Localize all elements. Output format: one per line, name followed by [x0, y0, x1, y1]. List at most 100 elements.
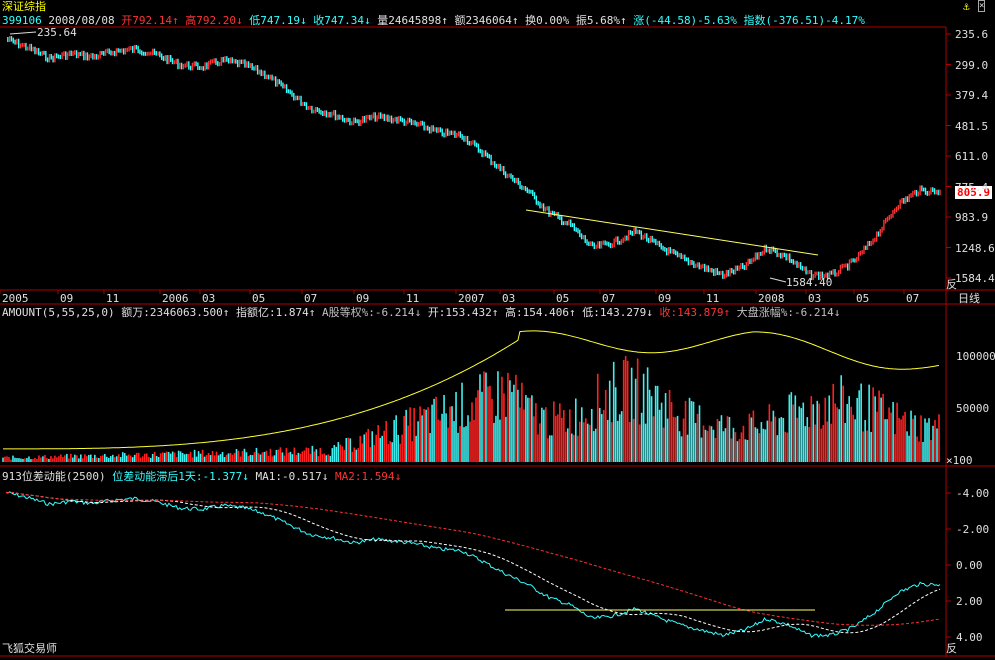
amount-index: 指额亿:1.874	[235, 306, 309, 319]
arrow-up-icon: ↑	[308, 306, 316, 319]
close-icon[interactable]: ×	[978, 0, 986, 12]
amount-close: 收:143.879	[659, 306, 724, 319]
amount-market: 大盘涨幅%:-6.214	[736, 306, 834, 319]
trend-line	[525, 209, 819, 256]
price-ytick-label: 1248.6	[955, 241, 995, 255]
arrow-down-icon: ↓	[414, 306, 422, 319]
amount-ytick-0: 100000	[956, 350, 995, 363]
x-tick-label: 03	[202, 292, 216, 305]
arrow-up-icon: ↑	[441, 14, 448, 27]
quote-volume: 量24645898	[377, 14, 442, 27]
osc-ytick-label: -4.00	[956, 487, 990, 500]
quote-high: 高792.20	[185, 14, 236, 27]
price-ytick-label: 1584.4	[955, 272, 995, 285]
amount-title: AMOUNT(5,55,25,0)	[2, 306, 115, 319]
arrow-down-icon: ↓	[833, 306, 841, 319]
x-tick-label: 05	[556, 292, 570, 305]
arrow-up-icon: ↑	[511, 14, 519, 27]
arrow-up-icon: ↑	[569, 306, 576, 319]
high-marker-line	[9, 31, 37, 35]
price-ytick-label: 299.0	[955, 58, 989, 72]
amount-high: 高:154.406	[505, 306, 570, 319]
arrow-up-icon: ↑	[222, 306, 230, 319]
price-ytick-label: 775.4	[955, 180, 989, 194]
x-tick-label: 09	[60, 292, 74, 305]
price-ytick-label: 611.0	[955, 150, 989, 163]
arrow-down-icon: ↓	[394, 470, 402, 483]
quote-turnover: 换0.00%	[525, 14, 570, 27]
x-tick-label: 11	[406, 292, 420, 305]
osc-ma2: MA2:1.594	[334, 470, 395, 483]
arrow-down-icon: ↓	[646, 306, 653, 319]
osc-ytick-label: 2.00	[956, 595, 983, 608]
brand-label: 飞狐交易师	[2, 642, 57, 655]
quote-amplitude: 振5.68%	[575, 14, 620, 27]
amount-ytick-1: 50000	[956, 402, 990, 415]
x-tick-label: 03	[808, 292, 822, 305]
high-price-label: 235.64	[37, 26, 77, 39]
amount-open: 开:153.432	[427, 306, 492, 319]
low-price-label: 1584.40	[786, 276, 833, 289]
x-tick-label: 03	[502, 292, 516, 305]
osc-corner-label: 反	[946, 642, 957, 655]
x-tick-label: 2007	[458, 292, 485, 305]
osc-ma1-line	[5, 491, 941, 634]
quote-bar: 399106 2008/08/08 开792.14↑ 高792.20↓ 低747…	[2, 14, 865, 27]
quote-amount: 额2346064	[454, 14, 512, 27]
x-tick-label: 05	[856, 292, 870, 305]
x-tick-label: 2008	[758, 292, 785, 305]
arrow-down-icon: ↓	[299, 14, 307, 27]
quote-date: 2008/08/08	[48, 14, 115, 27]
price-ytick-label: 983.9	[955, 211, 989, 224]
arrow-up-icon: ↑	[619, 14, 627, 27]
anchor-icon[interactable]: ⚓	[963, 0, 970, 13]
osc-main-line	[5, 491, 941, 638]
low-marker-line	[769, 277, 787, 283]
osc-title: 913位差动能(2500)	[2, 470, 106, 483]
quote-index-change: 指数(-376.51)-4.17%	[743, 14, 865, 27]
x-tick-label: 05	[252, 292, 266, 305]
x-tick-label: 07	[906, 292, 920, 305]
osc-ma2-line	[5, 491, 941, 626]
arrow-up-icon: ↑	[723, 306, 731, 319]
current-price-badge: 805.9	[955, 186, 993, 199]
arrow-up-icon: ↑	[491, 306, 499, 319]
quote-code: 399106	[2, 14, 42, 27]
period-label[interactable]: 日线	[958, 292, 980, 305]
amount-unit: ×100	[946, 454, 973, 467]
arrow-down-icon: ↓	[363, 14, 371, 27]
x-tick-label: 09	[658, 292, 672, 305]
arrow-down-icon: ↓	[321, 470, 329, 483]
osc-ytick-label: -2.00	[956, 523, 990, 536]
x-tick-label: 07	[304, 292, 318, 305]
index-title: 深证综指	[2, 0, 46, 13]
arrow-up-icon: ↑	[171, 14, 179, 27]
price-ytick-label: 481.5	[955, 119, 989, 133]
amount-ma-line	[3, 330, 940, 450]
price-ytick-label: 379.4	[955, 88, 989, 102]
osc-header: 913位差动能(2500) 位差动能滞后1天:-1.377↓ MA1:-0.51…	[2, 470, 401, 483]
amount-ashare: A股等权%:-6.214	[321, 306, 415, 319]
osc-lag: 位差动能滞后1天:-1.377	[112, 470, 243, 483]
quote-close: 收747.34	[313, 14, 364, 27]
quote-low: 低747.19	[249, 14, 300, 27]
amount-value: 额万:2346063.500	[121, 306, 223, 319]
price-corner-label: 反	[946, 278, 957, 291]
amount-header: AMOUNT(5,55,25,0) 额万:2346063.500↑ 指额亿:1.…	[2, 306, 840, 319]
x-tick-label: 11	[706, 292, 720, 305]
osc-ma1: MA1:-0.517	[255, 470, 322, 483]
x-tick-label: 2006	[162, 292, 189, 305]
x-tick-label: 2005	[2, 292, 29, 305]
x-tick-label: 07	[602, 292, 616, 305]
price-ytick-label: 235.6	[955, 28, 989, 41]
amount-low: 低:143.279	[582, 306, 647, 319]
arrow-down-icon: ↓	[242, 470, 249, 483]
arrow-down-icon: ↓	[235, 14, 243, 27]
x-tick-label: 11	[106, 292, 120, 305]
quote-change: 涨(-44.58)-5.63%	[633, 14, 737, 27]
quote-open: 开792.14	[121, 14, 172, 27]
x-tick-label: 09	[356, 292, 370, 305]
osc-ytick-label: 4.00	[956, 631, 983, 644]
